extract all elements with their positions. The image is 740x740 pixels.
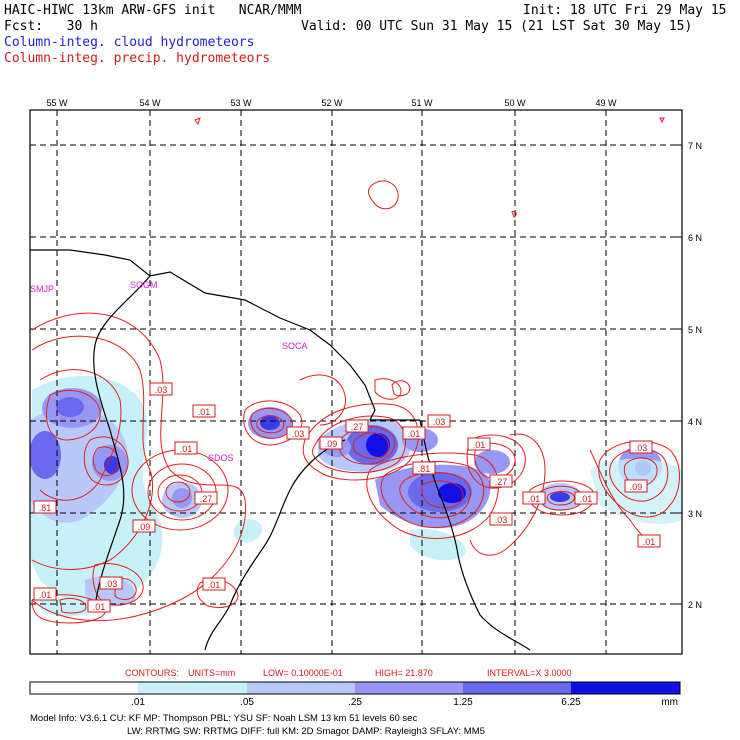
lat-label: 5 N (688, 325, 702, 335)
contour-label: .27 (345, 419, 369, 433)
map-frame (29, 109, 683, 655)
contour-label: .03 (489, 512, 513, 526)
model-info-line1: Model Info: V3.6.1 CU: KF MP: Thompson P… (30, 713, 417, 724)
lon-label: 54 W (139, 98, 161, 108)
colorbar-tick: .05 (240, 697, 254, 708)
svg-text:.03: .03 (155, 385, 168, 395)
contour-units: UNITS=mm (188, 668, 235, 678)
svg-text:.27: .27 (495, 477, 508, 487)
contour-label: .81 (33, 500, 57, 514)
lon-label: 49 W (595, 98, 617, 108)
contour-high: HIGH= 21.870 (375, 668, 433, 678)
init-time: Init: 18 UTC Fri 29 May 15 (523, 3, 727, 18)
contour-label: .03 (286, 426, 310, 440)
contour-label: .09 (319, 436, 343, 450)
svg-text:.01: .01 (198, 407, 211, 417)
svg-text:.03: .03 (292, 429, 305, 439)
forecast-hour: Fcst: 30 h (4, 19, 98, 34)
lat-label: 6 N (688, 233, 702, 243)
lat-label: 4 N (688, 417, 702, 427)
svg-text:.01: .01 (208, 580, 221, 590)
contour-label: .01 (33, 587, 57, 601)
contour-low: LOW= 0.10000E-01 (263, 668, 343, 678)
contour-label: .03 (629, 440, 653, 454)
svg-text:.01: .01 (528, 494, 541, 504)
colorbar-tick: .01 (131, 697, 145, 708)
station-label: SDOS (208, 453, 234, 463)
contour-label: .01 (574, 491, 598, 505)
svg-text:.81: .81 (39, 503, 52, 513)
svg-text:.27: .27 (200, 494, 213, 504)
plot-title: HAIC-HIWC 13km ARW-GFS init NCAR/MMM (4, 3, 302, 18)
contour-label: .09 (624, 479, 648, 493)
frame-ticks (56, 110, 682, 605)
svg-text:.03: .03 (105, 579, 118, 589)
contour-label: .01 (202, 577, 226, 591)
cloud-field-label: Column-integ. cloud hydrometeors (4, 35, 255, 50)
svg-text:.01: .01 (93, 602, 106, 612)
contour-info-label: CONTOURS: (125, 668, 179, 678)
svg-text:.03: .03 (635, 443, 648, 453)
contour-label: .27 (194, 491, 218, 505)
lon-label: 51 W (411, 98, 433, 108)
colorbar (29, 681, 681, 695)
colorbar-tick: .25 (348, 697, 362, 708)
lon-label: 53 W (230, 98, 252, 108)
model-info-line2: LW: RRTMG SW: RRTMG DIFF: full KM: 2D Sm… (127, 726, 485, 737)
contour-label: .01 (637, 534, 661, 548)
station-label: SMJP (30, 284, 54, 294)
contour-label: .01 (87, 599, 111, 613)
colorbar-tick: 6.25 (561, 697, 581, 708)
svg-text:.81: .81 (418, 464, 431, 474)
contour-label: .03 (99, 576, 123, 590)
lon-label: 50 W (504, 98, 526, 108)
valid-time: Valid: 00 UTC Sun 31 May 15 (21 LST Sat … (301, 19, 693, 34)
lat-label: 3 N (688, 509, 702, 519)
contour-label: .01 (192, 404, 216, 418)
svg-text:.01: .01 (39, 590, 52, 600)
contour-label: .01 (402, 426, 426, 440)
svg-text:.01: .01 (408, 429, 421, 439)
lon-label: 52 W (321, 98, 343, 108)
svg-text:.01: .01 (580, 494, 593, 504)
station-label: SOGM (130, 280, 158, 290)
svg-text:.27: .27 (351, 422, 364, 432)
station-label: SOCA (282, 341, 308, 351)
contour-label: .03 (149, 382, 173, 396)
lat-lon-grid (30, 110, 682, 654)
contour-label: .01 (174, 441, 198, 455)
lon-label: 55 W (46, 98, 68, 108)
contour-label-group: .03 .01 .01 .27 .81 .09 .03 .01 .01 .01 … (33, 382, 661, 613)
contour-label: .03 (427, 414, 451, 428)
colorbar-tick: 1.25 (453, 697, 473, 708)
lat-label: 7 N (688, 141, 702, 151)
contour-label: .01 (522, 491, 546, 505)
contour-interval: INTERVAL=X 3.0000 (487, 668, 571, 678)
svg-text:.09: .09 (138, 522, 151, 532)
contour-label: .81 (412, 461, 436, 475)
lat-label: 2 N (688, 600, 702, 610)
svg-text:.09: .09 (630, 482, 643, 492)
contour-label: .01 (467, 437, 491, 451)
svg-text:.01: .01 (643, 537, 656, 547)
colorbar-unit: mm (661, 697, 678, 708)
precip-field-label: Column-integ. precip. hydrometeors (4, 51, 271, 66)
svg-text:.01: .01 (180, 444, 193, 454)
contour-label: .09 (132, 519, 156, 533)
svg-text:.01: .01 (473, 440, 486, 450)
contour-label: .27 (489, 474, 513, 488)
svg-text:.03: .03 (433, 417, 446, 427)
svg-text:.03: .03 (495, 515, 508, 525)
svg-text:.09: .09 (325, 439, 338, 449)
